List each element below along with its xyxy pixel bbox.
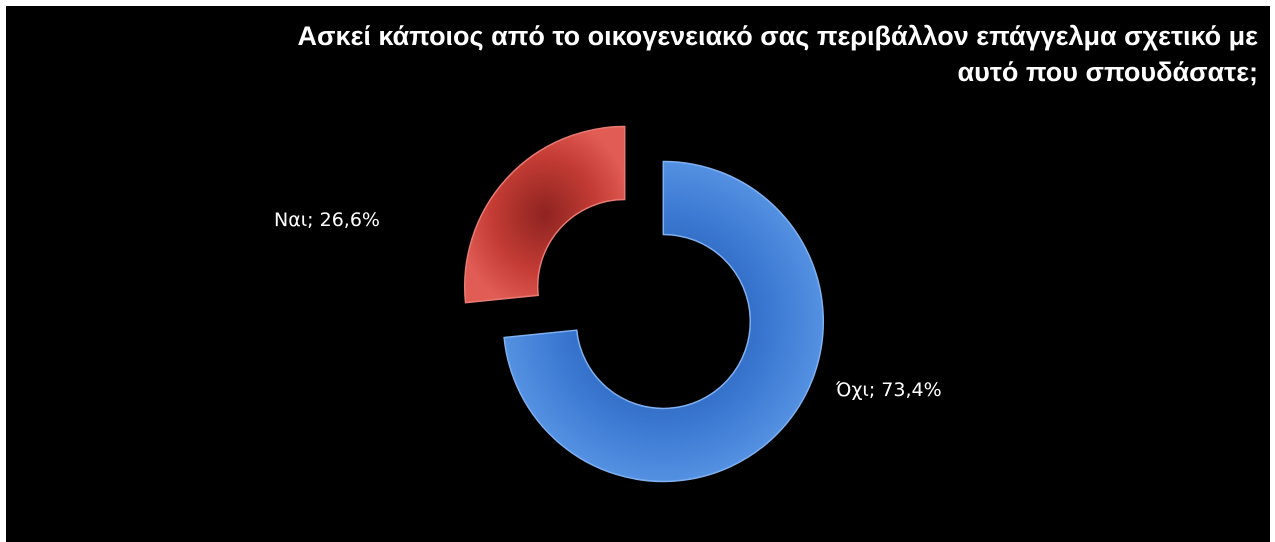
- donut-chart: Ναι; 26,6% Όχι; 73,4%: [274, 125, 942, 483]
- chart-title: Ασκεί κάποιος από το οικογενειακό σας πε…: [297, 21, 1258, 87]
- slice-label-0: Ναι; 26,6%: [274, 209, 380, 231]
- chart-frame: Ασκεί κάποιος από το οικογενειακό σας πε…: [6, 6, 1270, 542]
- donut-slice-ναι: [464, 125, 626, 304]
- donut-slice-όχι: [503, 160, 825, 483]
- slice-label-1: Όχι; 73,4%: [835, 379, 942, 401]
